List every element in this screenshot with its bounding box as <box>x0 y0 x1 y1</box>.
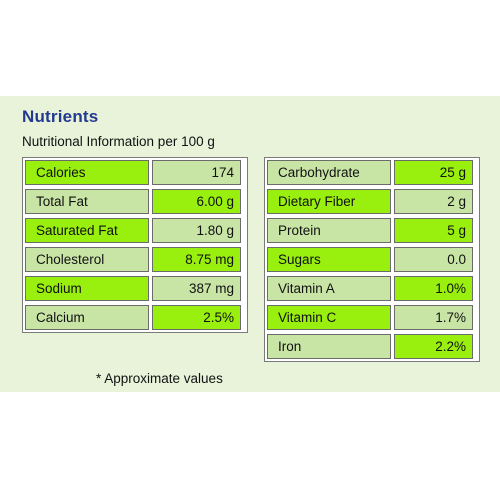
nutrient-value: 6.00 g <box>152 189 241 214</box>
table-row: Calcium 2.5% <box>25 305 245 330</box>
nutrient-label: Sugars <box>267 247 391 272</box>
nutrient-label: Carbohydrate <box>267 160 391 185</box>
page-subtitle: Nutritional Information per 100 g <box>22 134 215 149</box>
nutrient-value: 2 g <box>394 189 473 214</box>
nutrient-label: Total Fat <box>25 189 149 214</box>
table-row: Dietary Fiber 2 g <box>267 189 477 214</box>
nutrient-label: Calories <box>25 160 149 185</box>
nutrient-value: 387 mg <box>152 276 241 301</box>
nutrient-value: 1.80 g <box>152 218 241 243</box>
table-row: Cholesterol 8.75 mg <box>25 247 245 272</box>
table-row: Vitamin A 1.0% <box>267 276 477 301</box>
nutrient-value: 8.75 mg <box>152 247 241 272</box>
nutrient-value: 1.7% <box>394 305 473 330</box>
table-row: Sugars 0.0 <box>267 247 477 272</box>
nutrient-label: Iron <box>267 334 391 359</box>
nutrient-value: 25 g <box>394 160 473 185</box>
nutrient-label: Cholesterol <box>25 247 149 272</box>
table-row: Vitamin C 1.7% <box>267 305 477 330</box>
nutrient-value: 2.2% <box>394 334 473 359</box>
table-row: Calories 174 <box>25 160 245 185</box>
table-row: Total Fat 6.00 g <box>25 189 245 214</box>
table-row: Protein 5 g <box>267 218 477 243</box>
table-row: Carbohydrate 25 g <box>267 160 477 185</box>
nutrient-label: Saturated Fat <box>25 218 149 243</box>
nutrient-label: Calcium <box>25 305 149 330</box>
nutrient-value: 2.5% <box>152 305 241 330</box>
table-row: Saturated Fat 1.80 g <box>25 218 245 243</box>
table-row: Sodium 387 mg <box>25 276 245 301</box>
nutrient-label: Vitamin C <box>267 305 391 330</box>
page-title: Nutrients <box>22 107 99 126</box>
nutrient-label: Protein <box>267 218 391 243</box>
nutrient-value: 1.0% <box>394 276 473 301</box>
nutrient-label: Sodium <box>25 276 149 301</box>
nutrient-value: 5 g <box>394 218 473 243</box>
table-row: Iron 2.2% <box>267 334 477 359</box>
nutrient-table-right: Carbohydrate 25 g Dietary Fiber 2 g Prot… <box>264 157 480 362</box>
nutrient-value: 174 <box>152 160 241 185</box>
nutrient-label: Vitamin A <box>267 276 391 301</box>
nutrient-value: 0.0 <box>394 247 473 272</box>
nutrient-label: Dietary Fiber <box>267 189 391 214</box>
footnote: * Approximate values <box>96 371 223 386</box>
nutrient-table-left: Calories 174 Total Fat 6.00 g Saturated … <box>22 157 248 333</box>
